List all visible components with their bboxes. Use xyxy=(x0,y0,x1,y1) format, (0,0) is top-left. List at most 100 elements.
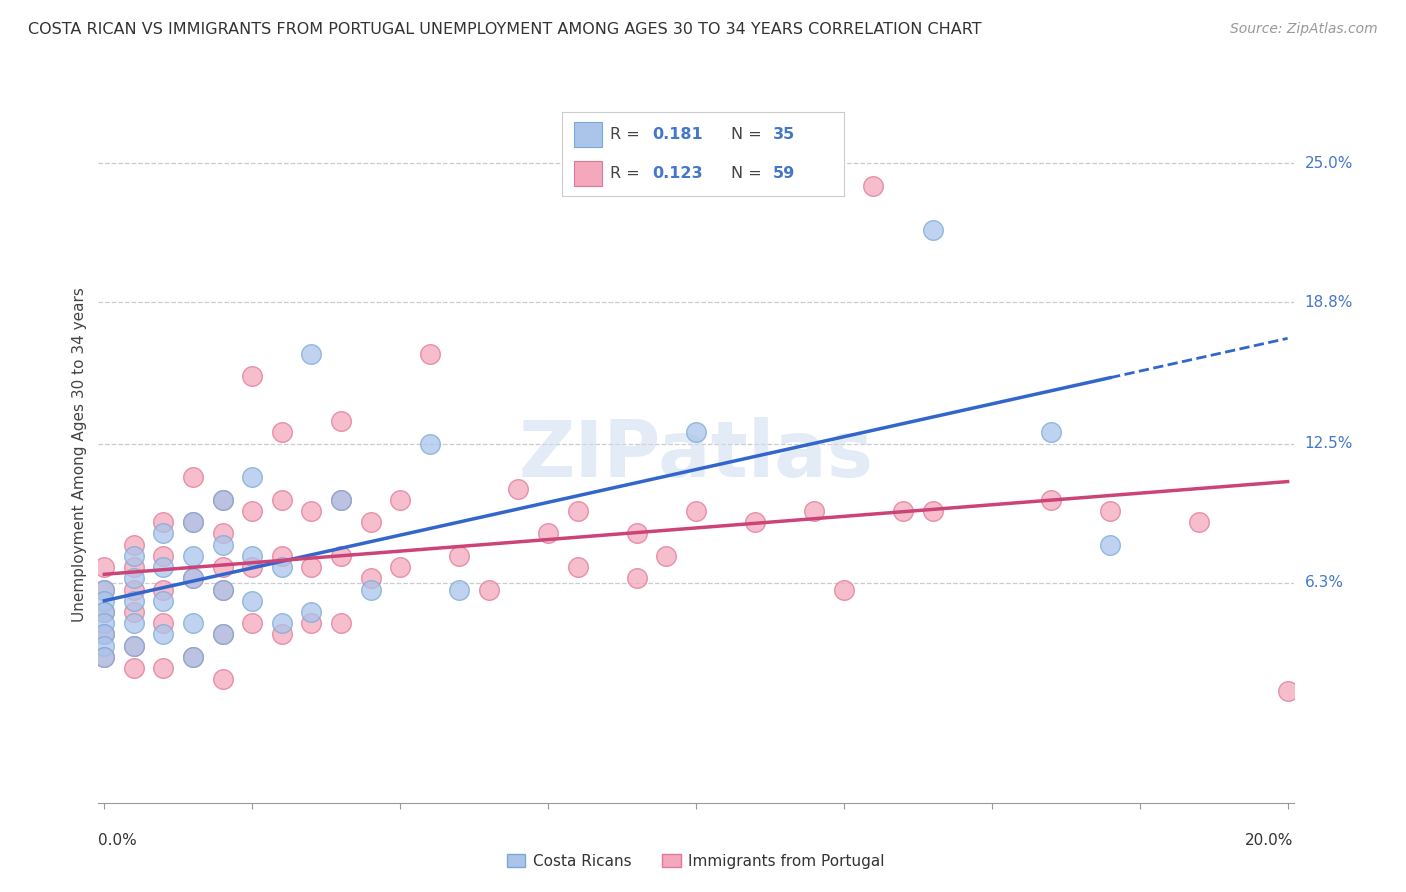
Point xyxy=(921,504,943,518)
Point xyxy=(181,571,204,585)
Text: 0.123: 0.123 xyxy=(652,166,703,181)
Point xyxy=(152,549,174,563)
Text: 0.181: 0.181 xyxy=(652,127,703,142)
Point xyxy=(122,661,145,675)
Point xyxy=(270,492,292,507)
Point xyxy=(1099,538,1122,552)
Text: 12.5%: 12.5% xyxy=(1305,436,1353,451)
Point xyxy=(419,347,441,361)
Point xyxy=(478,582,501,597)
Text: 0.0%: 0.0% xyxy=(98,833,138,848)
Point xyxy=(299,347,322,361)
Point xyxy=(299,605,322,619)
Text: ZIPatlas: ZIPatlas xyxy=(519,417,873,493)
Point xyxy=(270,560,292,574)
Point xyxy=(299,560,322,574)
Point xyxy=(93,560,115,574)
Point xyxy=(152,560,174,574)
Point xyxy=(93,616,115,631)
Point xyxy=(122,571,145,585)
Point xyxy=(181,549,204,563)
Point xyxy=(240,504,263,518)
Point xyxy=(240,549,263,563)
Point xyxy=(93,582,115,597)
Point xyxy=(152,616,174,631)
Point xyxy=(122,582,145,597)
Point xyxy=(122,639,145,653)
Point xyxy=(921,223,943,237)
Point xyxy=(655,549,678,563)
Point xyxy=(181,571,204,585)
Point xyxy=(93,605,115,619)
Point xyxy=(181,649,204,664)
Point xyxy=(211,582,233,597)
Point xyxy=(211,560,233,574)
Point xyxy=(240,369,263,384)
Point xyxy=(685,504,707,518)
Point xyxy=(93,605,115,619)
Point xyxy=(803,504,825,518)
Point xyxy=(330,414,353,428)
Point xyxy=(508,482,530,496)
Point xyxy=(122,616,145,631)
Point xyxy=(330,616,353,631)
Text: N =: N = xyxy=(731,127,768,142)
Point xyxy=(1039,492,1062,507)
Point xyxy=(389,560,412,574)
Point xyxy=(211,492,233,507)
Text: 20.0%: 20.0% xyxy=(1246,833,1294,848)
Point xyxy=(211,582,233,597)
Point xyxy=(685,425,707,440)
Point xyxy=(270,627,292,641)
Point xyxy=(152,526,174,541)
Point xyxy=(1099,504,1122,518)
Text: 25.0%: 25.0% xyxy=(1305,155,1353,170)
Point xyxy=(1277,683,1299,698)
Point xyxy=(360,571,382,585)
Point xyxy=(93,649,115,664)
Point xyxy=(449,582,471,597)
Point xyxy=(832,582,855,597)
Point xyxy=(299,504,322,518)
Point xyxy=(360,515,382,529)
Point xyxy=(93,594,115,608)
Point xyxy=(240,470,263,484)
Point xyxy=(891,504,914,518)
Text: COSTA RICAN VS IMMIGRANTS FROM PORTUGAL UNEMPLOYMENT AMONG AGES 30 TO 34 YEARS C: COSTA RICAN VS IMMIGRANTS FROM PORTUGAL … xyxy=(28,22,981,37)
Point xyxy=(626,526,648,541)
Point xyxy=(93,582,115,597)
Point xyxy=(567,504,589,518)
Point xyxy=(1039,425,1062,440)
Point xyxy=(93,627,115,641)
Point xyxy=(122,605,145,619)
Point xyxy=(330,492,353,507)
Text: N =: N = xyxy=(731,166,768,181)
Point xyxy=(211,526,233,541)
Point xyxy=(211,673,233,687)
Point xyxy=(1188,515,1211,529)
Point xyxy=(270,425,292,440)
Point xyxy=(211,627,233,641)
Point xyxy=(181,515,204,529)
Point xyxy=(270,549,292,563)
Point xyxy=(152,661,174,675)
Point xyxy=(93,639,115,653)
Text: 6.3%: 6.3% xyxy=(1305,575,1344,591)
Point xyxy=(122,639,145,653)
Point xyxy=(419,436,441,450)
Point xyxy=(181,649,204,664)
Point xyxy=(181,470,204,484)
Point xyxy=(152,594,174,608)
Legend: Costa Ricans, Immigrants from Portugal: Costa Ricans, Immigrants from Portugal xyxy=(501,848,891,875)
Text: 59: 59 xyxy=(773,166,796,181)
Point xyxy=(93,649,115,664)
Point xyxy=(122,594,145,608)
Point xyxy=(626,571,648,585)
Text: 18.8%: 18.8% xyxy=(1305,294,1353,310)
Point xyxy=(330,492,353,507)
Point xyxy=(152,515,174,529)
Point xyxy=(862,178,884,193)
Point xyxy=(181,616,204,631)
Point xyxy=(449,549,471,563)
Point xyxy=(240,616,263,631)
